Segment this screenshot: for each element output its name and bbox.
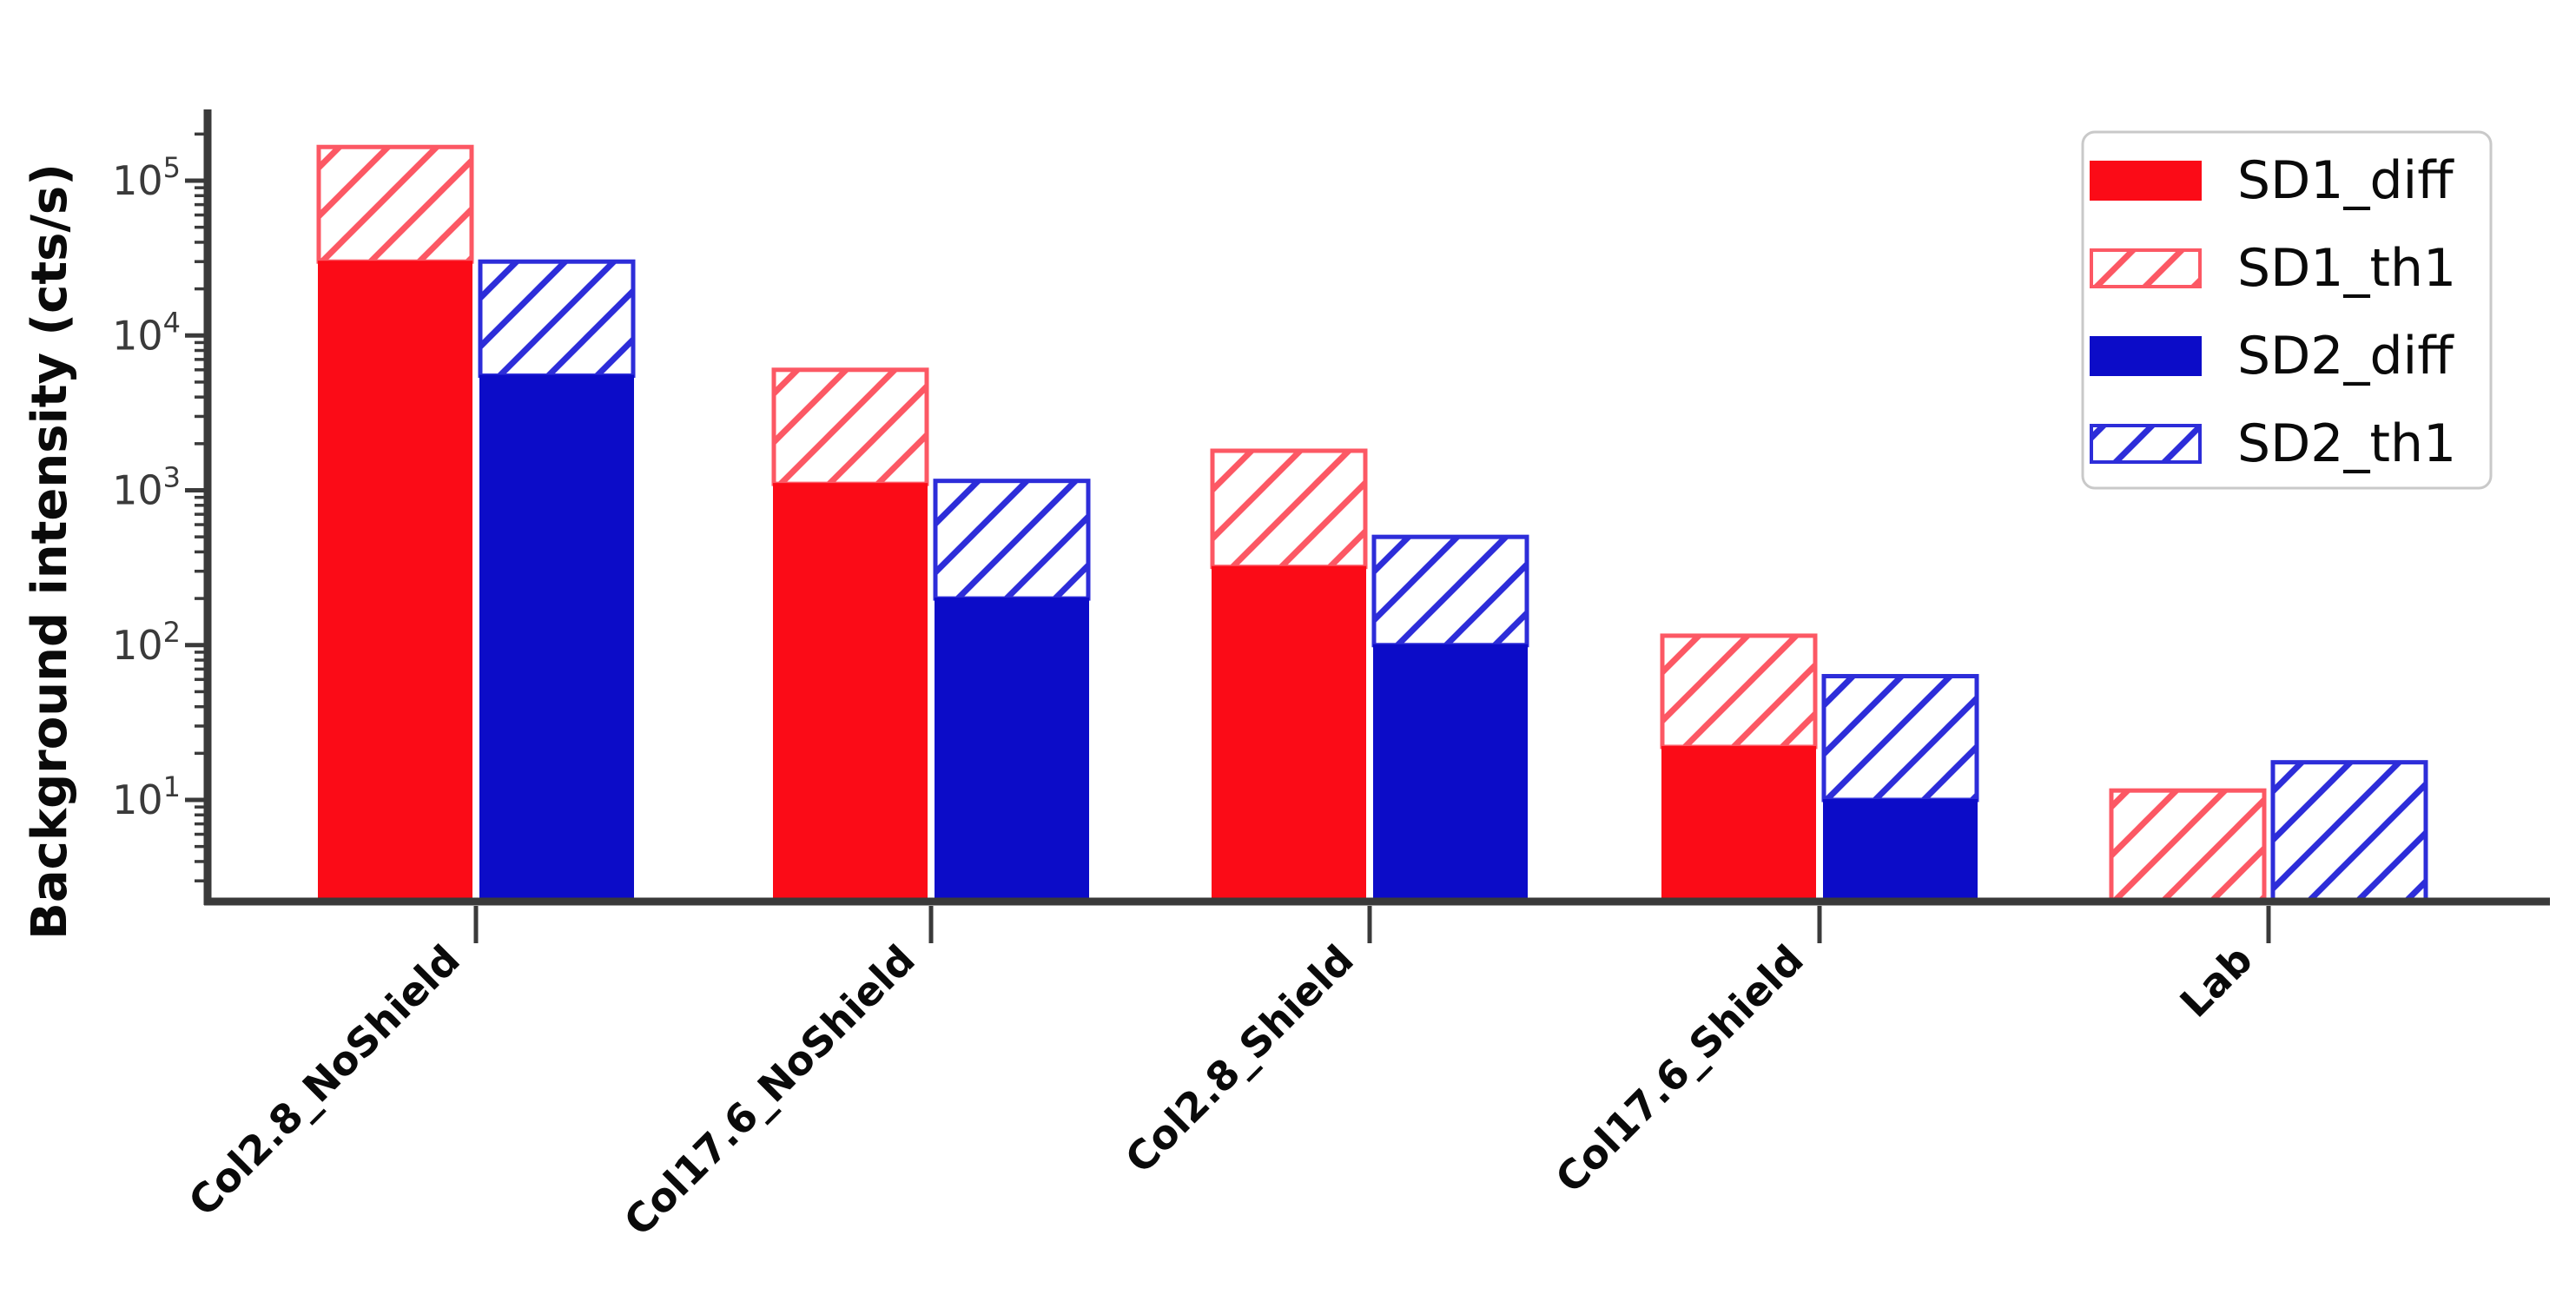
- bar-sd1-diff-Col17.6_NoShield: [773, 483, 928, 901]
- bar-sd2-th1-Lab: [2270, 760, 2428, 902]
- legend-label-SD1_th1: SD1_th1: [2237, 238, 2456, 299]
- bar-sd2-diff-Col17.6_Shield: [1823, 799, 1978, 901]
- bar-sd1-diff-Col17.6_Shield: [1661, 745, 1816, 901]
- y-axis-label: Background intensity (cts/s): [22, 163, 78, 940]
- bar-sd2-th1-Col2.8_NoShield: [478, 259, 636, 379]
- bar-sd1-th1-Col2.8_Shield: [1210, 448, 1368, 570]
- legend-box: [2081, 130, 2493, 490]
- y-tick-label-10e3: 103: [112, 461, 181, 514]
- legend-label-SD1_diff: SD1_diff: [2237, 150, 2454, 211]
- bar-sd2-th1-Col17.6_Shield: [1821, 674, 1979, 803]
- bar-sd1-th1-Lab: [2109, 788, 2267, 902]
- bar-sd2-diff-Col2.8_NoShield: [479, 374, 634, 902]
- legend-swatch-SD1_diff: [2090, 161, 2202, 201]
- bar-sd1-th1-Col2.8_NoShield: [316, 144, 474, 264]
- bar-sd1-diff-Col2.8_NoShield: [318, 261, 472, 901]
- legend-swatch-SD2_diff: [2090, 336, 2202, 376]
- bar-sd1-th1-Col17.6_Shield: [1660, 633, 1818, 750]
- bar-sd1-diff-Col2.8_Shield: [1212, 565, 1366, 901]
- y-tick-label-10e5: 105: [112, 151, 181, 204]
- bar-sd2-th1-Col2.8_Shield: [1371, 534, 1529, 648]
- bar-sd2-diff-Col17.6_NoShield: [935, 598, 1089, 902]
- legend-swatch-SD1_th1: [2090, 248, 2202, 288]
- bar-sd1-th1-Col17.6_NoShield: [771, 367, 929, 486]
- legend-label-SD2_diff: SD2_diff: [2237, 326, 2454, 386]
- y-tick-label-10e1: 101: [112, 770, 181, 823]
- y-tick-label-10e2: 102: [112, 616, 181, 669]
- bar-sd2-diff-Col2.8_Shield: [1373, 644, 1528, 901]
- y-tick-label-10e4: 104: [112, 306, 181, 359]
- bar-sd2-th1-Col17.6_NoShield: [933, 479, 1091, 601]
- legend-label-SD2_th1: SD2_th1: [2237, 413, 2456, 474]
- legend-swatch-SD2_th1: [2090, 424, 2202, 464]
